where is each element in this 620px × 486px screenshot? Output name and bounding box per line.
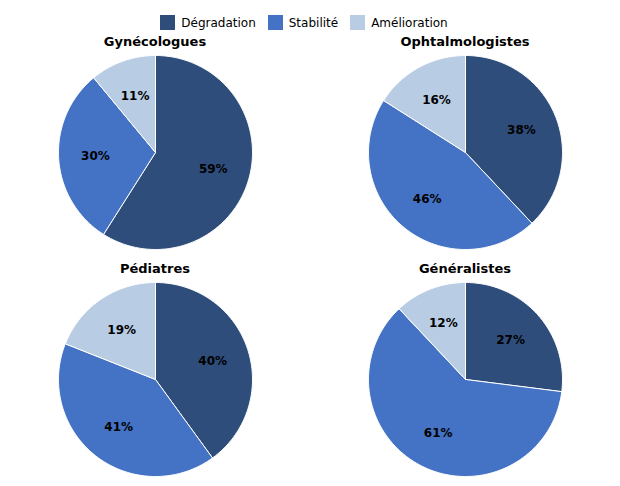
svg-text:16%: 16%: [422, 93, 451, 107]
html-text:Généralistes: Généralistes: [418, 261, 512, 276]
svg-text:41%: 41%: [104, 420, 133, 434]
svg-text:27%: 27%: [496, 333, 525, 347]
svg-text:38%: 38%: [507, 123, 536, 137]
html-text:Stabilité: Stabilité: [288, 15, 339, 30]
svg-text:61%: 61%: [424, 426, 453, 440]
html-text:Gynécologues: Gynécologues: [103, 34, 207, 49]
html-text:Ophtalmologistes: Ophtalmologistes: [400, 34, 530, 49]
svg-text:12%: 12%: [429, 316, 458, 330]
svg-text:59%: 59%: [199, 162, 228, 176]
html-text:Amélioration: Amélioration: [371, 15, 448, 30]
svg-text:19%: 19%: [107, 323, 136, 337]
svg-text:30%: 30%: [81, 149, 110, 163]
html-text:Pédiatres: Pédiatres: [120, 261, 190, 276]
svg-text:11%: 11%: [121, 89, 150, 103]
svg-text:40%: 40%: [198, 354, 227, 368]
svg-text:46%: 46%: [413, 192, 442, 206]
html-text:Dégradation: Dégradation: [181, 15, 256, 30]
